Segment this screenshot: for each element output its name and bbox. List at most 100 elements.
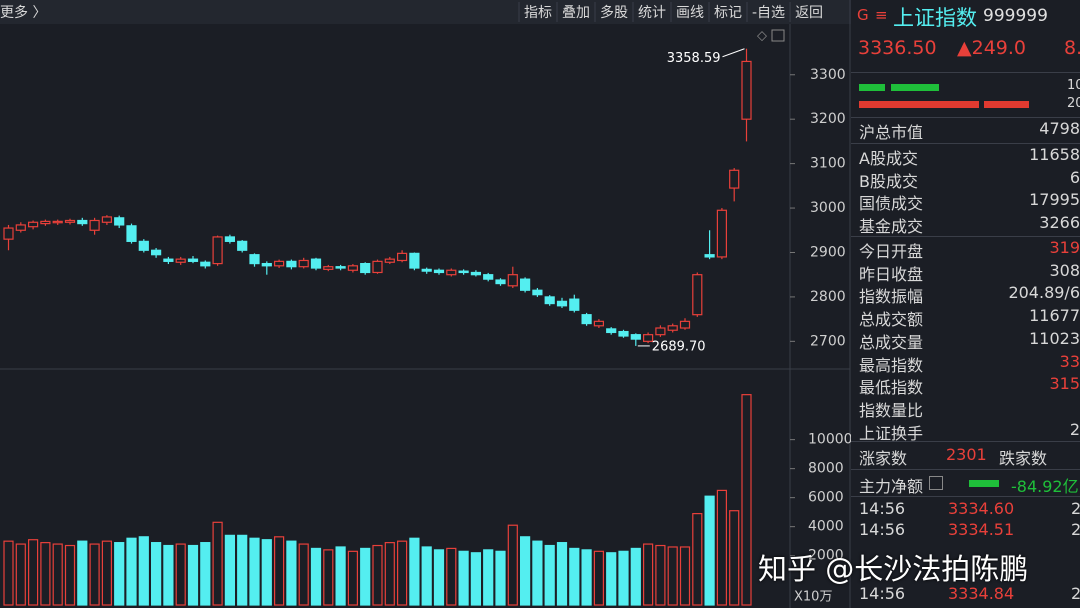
candle-body	[237, 240, 248, 251]
y-tick-label: 3200	[810, 111, 846, 127]
tick-price: 3334.60	[948, 499, 1015, 518]
flow-bar	[969, 480, 999, 487]
watermark: 知乎 @长沙法拍陈鹏	[758, 552, 1029, 586]
bar-label: 20	[1067, 96, 1080, 111]
volume-bar	[642, 543, 654, 606]
volume-bar	[532, 540, 543, 606]
green-bar	[859, 84, 885, 91]
volume-bar	[151, 542, 162, 606]
unit-label: X10万	[794, 590, 832, 605]
candle-body	[323, 266, 334, 270]
candle-body	[360, 262, 371, 274]
candle-body	[347, 265, 358, 271]
y-tick-label: 2700	[810, 333, 846, 349]
stat-value: 11658	[1029, 145, 1080, 164]
sep	[851, 72, 1080, 73]
volume-bar	[409, 537, 420, 606]
candle-body	[704, 254, 715, 258]
candle-body	[274, 260, 285, 267]
volume-bar	[187, 544, 199, 606]
annotation-arrow	[722, 48, 745, 58]
volume-bar	[335, 546, 346, 606]
change-pct: 8.	[1064, 37, 1080, 59]
volume-bar	[64, 544, 76, 606]
volume-bar	[569, 547, 580, 606]
candle-body	[335, 266, 346, 269]
candle-body	[667, 325, 678, 331]
stat-row: 总成交额 11677	[859, 306, 1080, 329]
sep	[851, 143, 1080, 144]
candle-body	[40, 220, 51, 225]
green-bar	[891, 84, 939, 91]
candle-body	[532, 289, 543, 296]
volume-bar	[200, 542, 211, 606]
toolbar-button[interactable]: 指标	[524, 5, 552, 21]
candle-body	[163, 258, 174, 262]
volume-bar	[212, 521, 223, 606]
stat-row: 总成交量 11023	[859, 329, 1080, 352]
candle-body	[679, 320, 691, 329]
volume-bar	[667, 546, 678, 606]
tick-time: 14:56	[859, 520, 906, 539]
candle-body	[519, 278, 531, 291]
stat-value: 204.89/6	[1008, 283, 1080, 303]
stat-row: 国债成交 17995	[859, 190, 1080, 213]
toolbar-button[interactable]: 统计	[638, 5, 666, 21]
stat-value: 2	[1069, 419, 1080, 439]
stat-row: 昨日收盘 308	[859, 261, 1080, 284]
flow-value: -84.92亿	[1011, 477, 1079, 496]
candle-body	[15, 224, 26, 231]
breadth-label: 涨家数	[859, 449, 908, 468]
toolbar-button[interactable]: 叠加	[562, 5, 590, 21]
stat-row: 最低指数 315	[859, 374, 1080, 398]
candle-body	[446, 269, 457, 276]
volume-bar	[716, 489, 728, 606]
volume-bar	[433, 549, 445, 606]
y-tick-label: 10000	[808, 432, 851, 448]
candle-body	[286, 260, 297, 268]
toolbar-button[interactable]: 标记	[714, 5, 742, 21]
tick-vol: 2	[1071, 520, 1080, 539]
candle-body	[581, 314, 592, 325]
volume-bar	[556, 542, 568, 606]
volume-bar	[310, 547, 322, 606]
volume-bar	[101, 540, 113, 606]
annotation-label: 3358.59	[667, 51, 721, 66]
stat-label: 沪总市值	[859, 123, 924, 142]
volume-bar	[483, 549, 494, 606]
stat-label: 上证换手	[859, 423, 924, 443]
y-tick-label: 2000	[808, 548, 844, 564]
candle-body	[692, 274, 703, 316]
toolbar-button[interactable]: 画线	[676, 5, 704, 21]
candle-body	[630, 334, 641, 340]
volume-bar	[421, 546, 432, 606]
candle-body	[569, 298, 580, 311]
toolbar-button[interactable]: 返回	[795, 5, 823, 21]
toolbar-button[interactable]: 多股	[600, 4, 628, 21]
volume-bar	[630, 547, 641, 606]
stat-label: 总成交量	[859, 332, 924, 352]
icon	[771, 29, 785, 42]
candle-body	[483, 274, 494, 280]
stat-row: 指数振幅 204.89/6	[859, 283, 1080, 306]
stat-row: B股成交 6	[859, 168, 1080, 191]
volume-bar	[741, 394, 752, 606]
candle-body	[52, 220, 63, 224]
candle-body	[409, 252, 420, 269]
volume-bar	[15, 543, 26, 606]
flow-label: 主力净额	[859, 477, 924, 496]
volume-bar	[618, 550, 629, 606]
volume-bar	[470, 552, 481, 606]
y-tick-label: 8000	[808, 461, 844, 477]
stat-row: 基金成交 3266	[859, 213, 1080, 236]
more-button[interactable]: 更多 〉	[0, 4, 46, 21]
volume-bar	[224, 534, 235, 606]
volume-bar	[507, 524, 518, 606]
volume-bar	[655, 544, 666, 606]
volume-bar	[544, 544, 555, 606]
toolbar-button[interactable]: -自选	[752, 5, 785, 21]
index-code: 999999	[983, 6, 1048, 26]
candle-body	[249, 254, 260, 265]
stat-label: 最低指数	[859, 378, 924, 398]
